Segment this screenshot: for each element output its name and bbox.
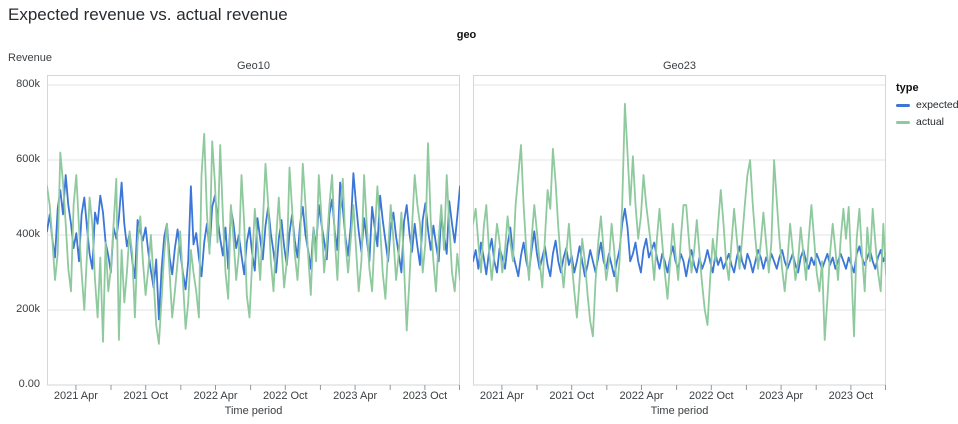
x-tick-label: 2023 Apr (333, 390, 378, 402)
actual-line-swatch (896, 120, 910, 124)
line-expected (47, 172, 460, 321)
legend-title: type (896, 82, 919, 94)
x-tick-label: 2022 Apr (193, 390, 238, 402)
line-actual (47, 132, 460, 345)
line-actual (473, 102, 886, 341)
y-axis-title: Revenue (8, 52, 53, 64)
y-tick-label: 0.00 (18, 378, 40, 390)
x-axis-title-left: Time period (224, 405, 283, 417)
y-tick-label: 600k (16, 153, 40, 165)
x-tick-label: 2021 Oct (549, 390, 595, 402)
legend: type expected actual (896, 82, 958, 133)
legend-label-expected: expected (916, 99, 958, 111)
y-tick-label: 800k (16, 78, 40, 90)
x-tick-label: 2021 Apr (53, 390, 98, 402)
x-tick-label: 2022 Oct (688, 390, 734, 402)
y-tick-label: 200k (16, 303, 40, 315)
panel-plot-geo23 (473, 75, 886, 390)
x-axis-title-right: Time period (650, 405, 709, 417)
panel-border (473, 75, 886, 386)
panel-plot-geo10 (47, 75, 460, 390)
legend-item-actual: actual (896, 116, 958, 128)
x-tick-label: 2022 Apr (619, 390, 664, 402)
x-tick-label: 2021 Apr (479, 390, 524, 402)
panel-title-geo10: Geo10 (236, 60, 271, 72)
facet-header-geo: geo (456, 29, 477, 41)
panel-title-geo23: Geo23 (662, 60, 697, 72)
x-tick-label: 2022 Oct (262, 390, 308, 402)
chart-title: Expected revenue vs. actual revenue (8, 5, 288, 24)
y-tick-label: 400k (16, 228, 40, 240)
x-tick-label: 2023 Oct (402, 390, 448, 402)
legend-label-actual: actual (916, 116, 945, 128)
x-tick-label: 2023 Apr (759, 390, 804, 402)
expected-line-swatch (896, 103, 910, 107)
x-tick-label: 2023 Oct (828, 390, 874, 402)
x-tick-label: 2021 Oct (123, 390, 169, 402)
legend-item-expected: expected (896, 99, 958, 111)
